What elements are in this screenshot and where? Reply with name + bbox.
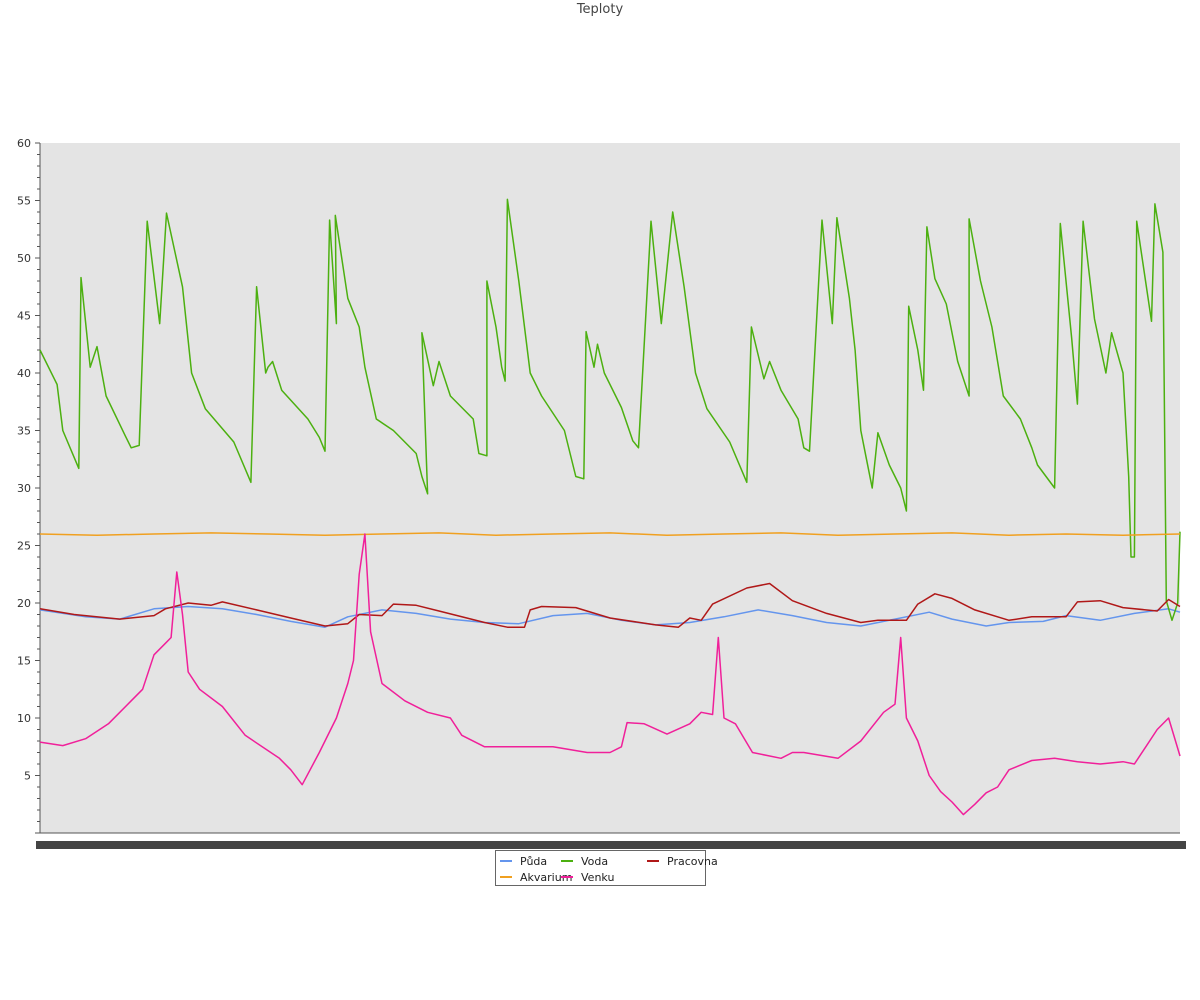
legend-label-venku: Venku bbox=[581, 871, 614, 884]
y-tick-label: 30 bbox=[17, 482, 31, 495]
series-line-venku bbox=[39, 533, 1181, 816]
series-lines bbox=[39, 198, 1181, 816]
y-tick-label: 25 bbox=[17, 540, 31, 553]
y-tick-label: 55 bbox=[17, 195, 31, 208]
y-axis: 5 10 15 20 25 30 35 40 45 50 55 60 bbox=[17, 137, 41, 834]
y-tick-label: 45 bbox=[17, 310, 31, 323]
legend-label-puda: Půda bbox=[520, 855, 547, 868]
series-line-akvarium bbox=[39, 532, 1181, 536]
x-axis bbox=[36, 832, 1186, 849]
y-tick-label: 10 bbox=[17, 712, 31, 725]
y-tick-label: 40 bbox=[17, 367, 31, 380]
legend-label-akvarium: Akvarium bbox=[520, 871, 572, 884]
legend-label-voda: Voda bbox=[581, 855, 608, 868]
plot-area bbox=[40, 143, 1180, 833]
series-line-pracovna bbox=[39, 582, 1181, 628]
chart-title: Teploty bbox=[576, 2, 624, 17]
y-tick-label: 5 bbox=[24, 770, 31, 783]
y-tick-label: 50 bbox=[17, 252, 31, 265]
legend: Půda Voda Pracovna Akvarium Venku bbox=[495, 850, 718, 886]
x-tick-label-band bbox=[36, 841, 1186, 849]
y-tick-label: 15 bbox=[17, 655, 31, 668]
legend-label-pracovna: Pracovna bbox=[667, 855, 718, 868]
y-tick-label: 60 bbox=[17, 137, 31, 150]
y-tick-label: 20 bbox=[17, 597, 31, 610]
legend-box bbox=[495, 850, 706, 886]
series-line-voda bbox=[39, 198, 1181, 622]
y-tick-label: 35 bbox=[17, 425, 31, 438]
